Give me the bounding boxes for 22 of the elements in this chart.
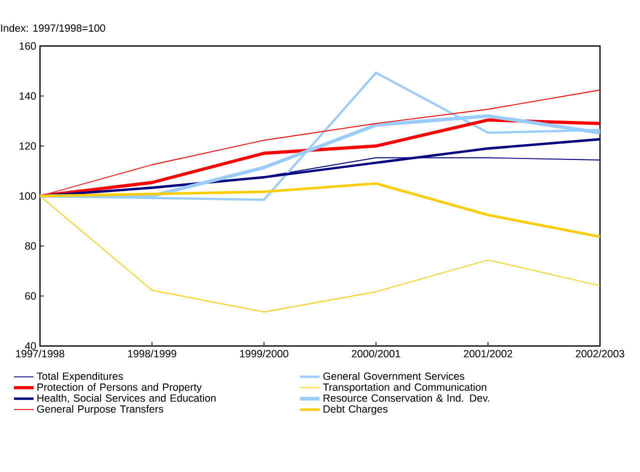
- legend-label: Health, Social Services and Education: [38, 394, 216, 404]
- x-tick-label: 2001/2002: [464, 350, 512, 358]
- legend-label: General Government Services: [323, 372, 464, 380]
- y-tick-label: 100: [20, 192, 36, 200]
- y-axis-title: Index: 1997/1998=100: [1, 24, 106, 32]
- legend-label: Protection of Persons and Property: [38, 383, 202, 393]
- legend-label: Debt Charges: [324, 405, 388, 415]
- y-tick-label: 160: [20, 42, 36, 50]
- y-tick-label: 140: [20, 92, 36, 100]
- x-tick-label: 1999/2000: [240, 350, 288, 358]
- y-tick-label: 60: [25, 292, 36, 300]
- y-tick-label: 80: [25, 242, 36, 250]
- y-tick-label: 120: [20, 142, 36, 150]
- x-tick-label: 1998/1999: [128, 350, 176, 358]
- x-tick-label: 2000/2001: [352, 350, 400, 358]
- legend-label: Resource Conservation & Ind. Dev.: [324, 394, 490, 402]
- legend-label: General Purpose Transfers: [37, 405, 164, 415]
- x-tick-label: 1997/1998: [16, 350, 64, 358]
- legend-label: Transportation and Communication: [323, 383, 486, 393]
- y-tick-label: 40: [24, 342, 36, 350]
- legend-label: Total Expenditures: [36, 372, 123, 382]
- x-tick-label: 2002/2003: [576, 350, 624, 358]
